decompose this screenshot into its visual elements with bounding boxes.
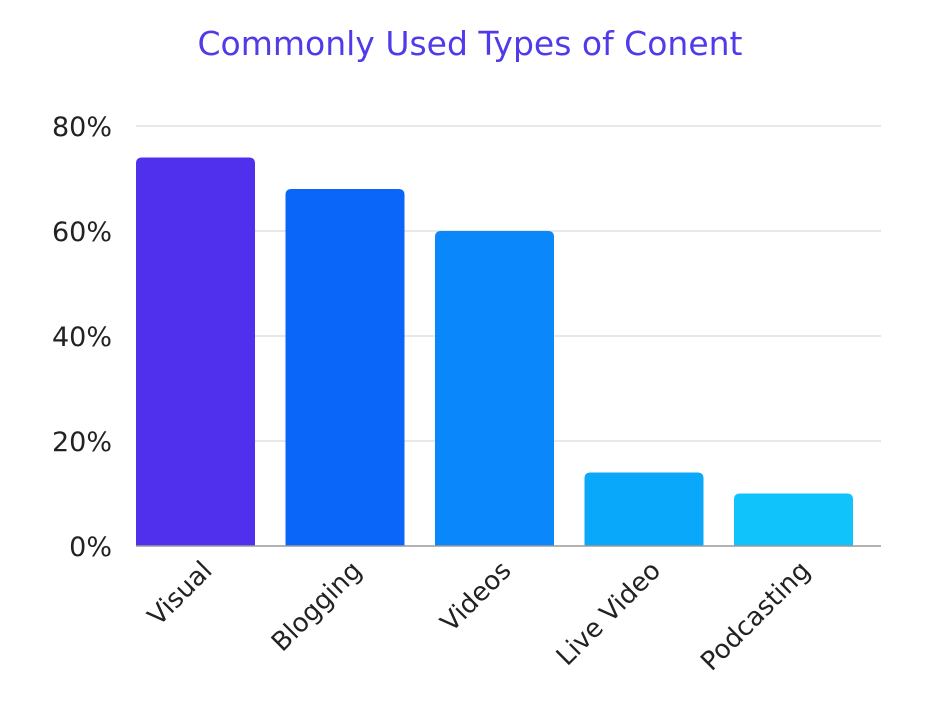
y-tick-label: 40% <box>52 322 112 353</box>
x-category-label: Blogging <box>266 556 368 658</box>
x-category-label: Podcasting <box>695 556 816 677</box>
bar <box>285 189 405 546</box>
chart-title: Commonly Used Types of Conent <box>197 24 743 63</box>
bar <box>136 157 255 546</box>
y-tick-label: 0% <box>69 532 112 563</box>
x-category-label: Live Video <box>551 556 667 672</box>
bar <box>435 231 554 546</box>
y-tick-label: 60% <box>52 217 112 248</box>
bar <box>584 472 704 546</box>
y-tick-label: 80% <box>52 112 112 143</box>
x-category-label: Visual <box>142 556 218 632</box>
y-tick-label: 20% <box>52 427 112 458</box>
x-category-label: Videos <box>435 556 517 638</box>
bar <box>734 493 853 546</box>
